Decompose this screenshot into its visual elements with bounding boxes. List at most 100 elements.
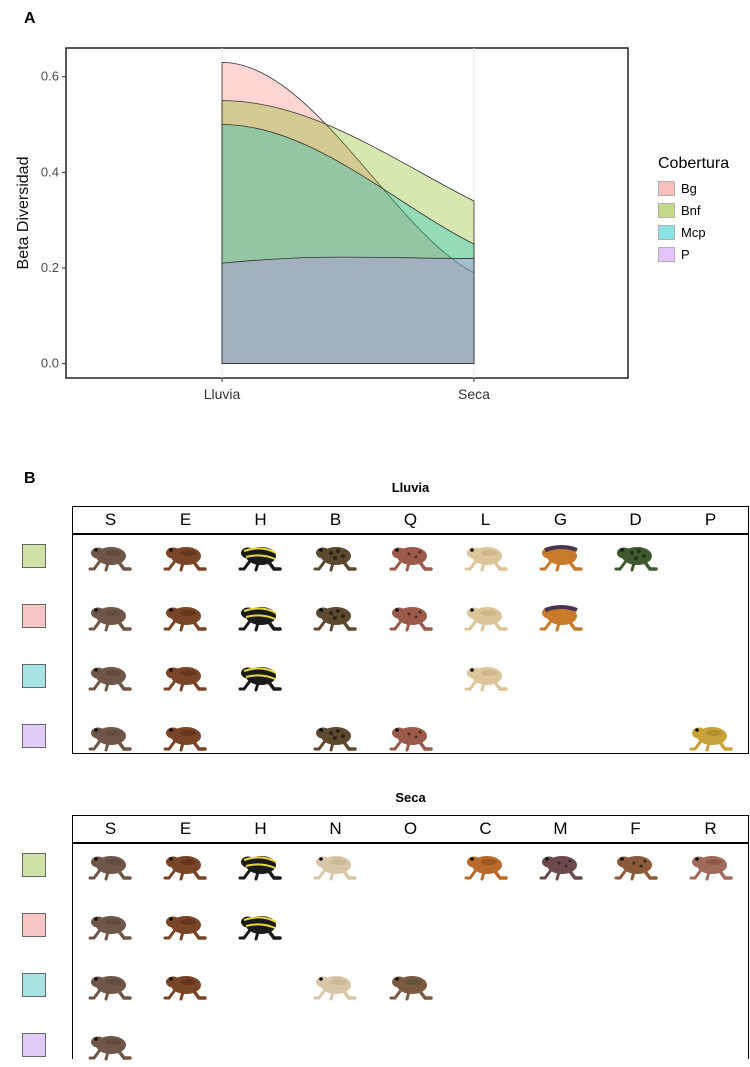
cover-swatch [22,1033,46,1057]
frog-icon-Q [387,599,435,633]
column-header: Q [403,510,418,529]
cover-swatch [22,853,46,877]
cover-swatch [22,913,46,937]
frog-icon-C [462,848,510,882]
column-header: M [553,819,568,838]
column-header: C [479,819,492,838]
x-tick-label: Seca [458,386,490,402]
cover-swatch [22,724,46,748]
column-header: H [254,819,267,838]
frog-icon-R [687,848,735,882]
cover-swatch [22,664,46,688]
cover-swatch [22,973,46,997]
panel-a-letter: A [24,10,36,27]
frog-icon-S [86,719,134,753]
legend-label: P [681,246,690,262]
frog-icon-E [161,659,209,693]
column-header: N [329,819,342,838]
legend-label: Mcp [681,224,706,240]
frog-icon-Q [387,719,435,753]
frog-icon-E [161,599,209,633]
column-header: L [480,510,491,529]
frog-icon-N [311,848,359,882]
y-tick-label: 0.6 [41,69,59,84]
legend-item: P [658,245,729,263]
column-header: G [553,510,568,529]
frog-icon-D [612,539,660,573]
frog-icon-S [86,968,134,1002]
area-Bnf [221,100,475,365]
plot-panel [65,47,629,379]
frog-icon-Q [387,539,435,573]
column-header: O [403,819,418,838]
frog-icon-L [462,539,510,573]
frog-icon-E [161,539,209,573]
legend-swatch [658,224,675,240]
legend-swatch [658,202,675,218]
frog-icon-B [311,539,359,573]
beta-diversity-chart: 0.0 0.2 0.4 0.6 Lluvia Seca Beta Diversidad [15,47,629,402]
cover-swatch [22,604,46,628]
area-Bg [221,61,475,365]
frog-icon-M [537,848,585,882]
legend-label: Bnf [681,202,701,218]
frog-icon-S [86,1028,134,1062]
frog-icon-N [311,968,359,1002]
frog-icon-H [236,659,284,693]
y-axis-label: Beta Diversidad [15,157,32,270]
frog-icon-H [236,539,284,573]
frog-icon-L [462,599,510,633]
legend: Cobertura Bg Bnf Mcp P [658,155,729,263]
column-header: E [179,510,192,529]
frog-icon-E [161,908,209,942]
column-header: S [104,510,117,529]
frog-icon-G [537,539,585,573]
frog-icon-O [387,968,435,1002]
frog-icon-G [537,599,585,633]
frog-icon-B [311,719,359,753]
y-tick-label: 0.2 [41,260,59,275]
legend-swatch [658,180,675,196]
y-tick-label: 0.4 [41,164,59,179]
frog-icon-S [86,908,134,942]
legend-swatch [658,246,675,262]
legend-item: Mcp [658,223,729,241]
x-tick-label: Lluvia [204,386,241,402]
frog-icon-S [86,599,134,633]
frog-icon-S [86,848,134,882]
legend-item: Bnf [658,201,729,219]
table-title: Lluvia [391,480,430,495]
y-tick-label: 0.0 [41,356,59,371]
frog-icon-P [687,719,735,753]
frog-icon-H [236,599,284,633]
column-header: P [704,510,717,529]
column-header: F [630,819,641,838]
frog-icon-S [86,539,134,573]
frog-icon-F [612,848,660,882]
column-header: E [179,819,192,838]
legend-label: Bg [681,180,697,196]
frog-icon-H [236,908,284,942]
panel-b-letter: B [24,470,36,487]
frog-icon-E [161,968,209,1002]
table-title: Seca [395,790,426,805]
frog-icon-H [236,848,284,882]
cover-swatch [22,544,46,568]
column-header: B [329,510,342,529]
frog-icon-L [462,659,510,693]
legend-title: Cobertura [658,155,730,172]
column-header: D [629,510,642,529]
legend-item: Bg [658,179,729,197]
column-header: S [104,819,117,838]
frog-icon-E [161,719,209,753]
frog-icon-B [311,599,359,633]
area-P [221,256,475,365]
frog-icon-E [161,848,209,882]
area-Mcp [221,124,475,365]
column-header: H [254,510,267,529]
column-header: R [704,819,717,838]
